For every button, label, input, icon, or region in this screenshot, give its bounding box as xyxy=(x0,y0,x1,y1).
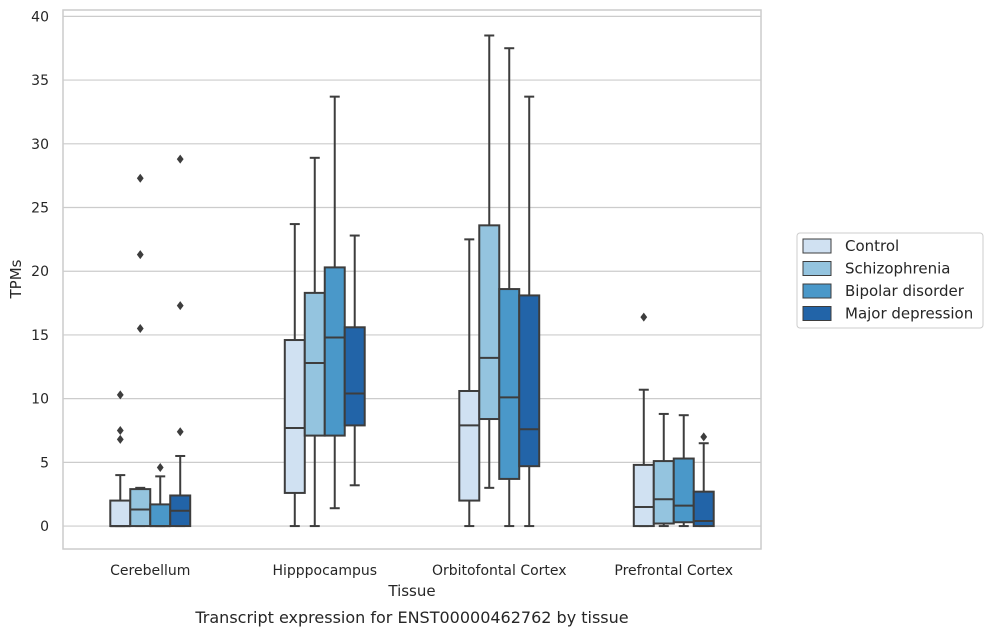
box-group xyxy=(652,412,675,528)
box-group xyxy=(498,47,521,528)
y-tick-label: 25 xyxy=(31,201,49,217)
box xyxy=(672,457,695,524)
x-axis-title: Tissue xyxy=(387,582,435,600)
box-group xyxy=(692,432,715,528)
outlier-marker xyxy=(640,312,648,322)
box xyxy=(478,224,501,421)
box xyxy=(323,266,346,437)
box xyxy=(303,291,326,437)
outlier-marker xyxy=(116,425,124,435)
y-tick-label: 40 xyxy=(31,9,49,25)
box xyxy=(632,463,655,528)
legend: Control Schizophrenia Bipolar disorder Majo… xyxy=(796,232,984,329)
y-tick-labels: 0 5 10 15 20 25 30 35 40 xyxy=(31,9,49,535)
box-group xyxy=(129,173,152,528)
outlier-marker xyxy=(176,154,184,164)
plot-frame xyxy=(62,9,762,550)
y-axis-title: TPMs xyxy=(7,259,25,299)
box-group xyxy=(518,95,541,528)
outlier-marker xyxy=(136,250,144,260)
box-group xyxy=(323,95,346,510)
box-group xyxy=(169,154,192,528)
x-tick-label: Hipppocampus xyxy=(272,563,377,579)
box xyxy=(149,503,172,528)
box-group xyxy=(283,223,306,528)
legend-label: Major depression xyxy=(845,305,973,323)
outlier-marker xyxy=(136,324,144,334)
box-group xyxy=(672,414,695,528)
outlier-marker xyxy=(176,301,184,311)
box-elements xyxy=(109,34,715,528)
box xyxy=(498,288,521,480)
x-tick-label: Cerebellum xyxy=(110,563,190,579)
box-group xyxy=(478,34,501,489)
legend-swatch xyxy=(802,283,832,299)
chart-caption: Transcript expression for ENST0000046276… xyxy=(194,608,628,627)
outlier-marker xyxy=(116,434,124,444)
box-group xyxy=(343,234,366,487)
box xyxy=(129,488,152,528)
y-tick-label: 0 xyxy=(40,519,49,535)
y-tick-label: 35 xyxy=(31,73,49,89)
box-group xyxy=(458,238,481,528)
legend-label: Schizophrenia xyxy=(845,260,950,278)
legend-swatch xyxy=(802,306,832,321)
box xyxy=(109,499,132,528)
legend-label: Control xyxy=(845,237,899,255)
box-group xyxy=(149,462,172,528)
outlier-marker xyxy=(156,462,164,472)
outlier-marker xyxy=(136,173,144,183)
outlier-marker xyxy=(176,427,184,437)
outlier-marker xyxy=(700,432,708,442)
x-tick-labels: Cerebellum Hipppocampus Orbitofontal Corte… xyxy=(110,563,733,579)
legend-swatch xyxy=(802,238,832,254)
y-tick-label: 15 xyxy=(31,328,49,344)
y-tick-label: 5 xyxy=(40,455,49,471)
box xyxy=(283,339,306,494)
box xyxy=(652,460,675,525)
y-tick-label: 20 xyxy=(31,264,49,280)
legend-label: Bipolar disorder xyxy=(845,282,965,300)
x-tick-label: Prefrontal Cortex xyxy=(614,563,733,579)
box-group xyxy=(632,312,655,528)
legend-frame xyxy=(796,232,984,329)
box xyxy=(343,326,366,427)
legend-swatch xyxy=(802,261,832,276)
x-tick-label: Orbitofontal Cortex xyxy=(432,563,567,579)
box-group xyxy=(109,390,132,528)
box xyxy=(692,490,715,528)
y-tick-label: 10 xyxy=(31,392,49,408)
outlier-marker xyxy=(116,390,124,400)
box xyxy=(518,294,541,468)
grid-lines xyxy=(63,15,761,527)
y-tick-label: 30 xyxy=(31,137,49,153)
box-group xyxy=(303,156,326,528)
box xyxy=(458,389,481,502)
